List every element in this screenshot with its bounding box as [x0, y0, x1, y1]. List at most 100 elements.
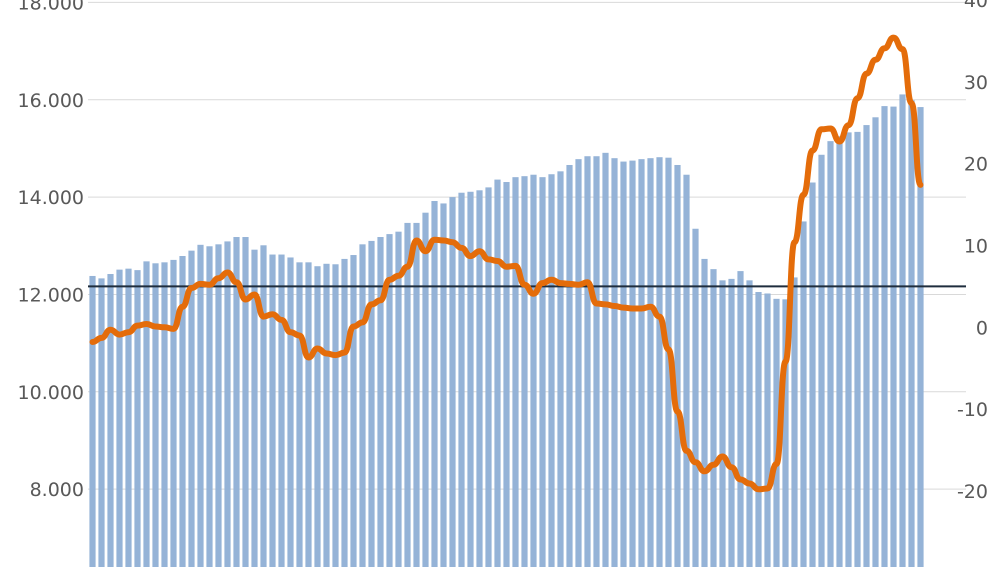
bar	[719, 280, 726, 567]
bar	[467, 191, 474, 567]
right-tick-label: 40	[964, 0, 988, 12]
bar	[269, 254, 276, 568]
bar	[431, 201, 438, 567]
bar	[800, 221, 807, 567]
bar	[278, 254, 285, 568]
bar	[125, 268, 132, 567]
left-tick-label: 14.000	[18, 187, 84, 209]
bar	[341, 258, 348, 567]
bar	[107, 274, 114, 567]
bar	[116, 269, 123, 567]
bar	[359, 244, 366, 567]
line-path	[89, 34, 924, 493]
bar	[809, 182, 816, 567]
bar	[674, 164, 681, 568]
bar-series	[89, 94, 924, 568]
bar	[683, 174, 690, 567]
bar	[836, 136, 843, 567]
bar	[593, 156, 600, 568]
bar	[197, 244, 204, 567]
bar	[764, 293, 771, 567]
right-tick-label: 0	[976, 317, 988, 339]
bar	[908, 100, 915, 567]
bar	[449, 197, 456, 568]
right-tick-label: -10	[957, 399, 988, 421]
right-tick-label: 10	[964, 235, 988, 257]
bar	[458, 192, 465, 568]
bar	[647, 158, 654, 567]
bar	[557, 171, 564, 567]
bar	[899, 94, 906, 568]
bar	[494, 179, 501, 567]
bar	[206, 246, 213, 567]
bar	[890, 106, 897, 567]
bar	[305, 262, 312, 567]
bar	[539, 177, 546, 567]
bar	[629, 160, 636, 568]
bar	[854, 131, 861, 567]
bar	[584, 156, 591, 568]
bar	[143, 261, 150, 567]
bar	[314, 266, 321, 567]
left-tick-label: 10.000	[18, 382, 84, 404]
bar	[485, 187, 492, 567]
bar	[161, 262, 168, 567]
bar	[566, 164, 573, 568]
bar	[395, 231, 402, 568]
bar	[377, 237, 384, 567]
bar	[701, 258, 708, 567]
left-tick-label: 12.000	[18, 284, 84, 306]
bar	[260, 245, 267, 568]
bar	[89, 275, 96, 567]
bar	[737, 271, 744, 567]
bar	[881, 106, 888, 567]
bar	[638, 159, 645, 567]
bar	[242, 237, 249, 567]
bar	[827, 141, 834, 567]
bar	[422, 212, 429, 567]
bar	[575, 159, 582, 567]
line-series	[89, 34, 924, 493]
bar	[620, 161, 627, 567]
bar	[665, 157, 672, 567]
bar	[845, 132, 852, 567]
bar	[872, 117, 879, 567]
bar	[656, 157, 663, 567]
left-axis: 8.000 10.000 12.000 14.000 16.000 18.000	[18, 0, 84, 501]
bar	[602, 152, 609, 567]
bar	[251, 249, 258, 568]
right-axis: -20 -10 0 10 20 30 40	[957, 0, 988, 503]
right-tick-label: 30	[964, 72, 988, 94]
bar	[413, 222, 420, 567]
bar	[782, 299, 789, 567]
bar	[224, 241, 231, 567]
bar	[287, 257, 294, 567]
bar	[710, 269, 717, 567]
bar	[368, 240, 375, 567]
left-tick-label: 16.000	[18, 90, 84, 112]
bar	[746, 280, 753, 567]
bar	[863, 125, 870, 567]
right-tick-label: 20	[964, 154, 988, 176]
bar	[611, 158, 618, 567]
bar	[791, 277, 798, 567]
bar	[170, 259, 177, 567]
bar	[773, 298, 780, 567]
bar	[323, 263, 330, 567]
bar	[404, 222, 411, 567]
bar	[476, 190, 483, 568]
bar	[152, 263, 159, 567]
bar	[188, 250, 195, 567]
bar	[350, 255, 357, 567]
bar	[548, 174, 555, 568]
bar	[134, 270, 141, 567]
bar	[296, 262, 303, 567]
bar	[215, 244, 222, 567]
bar	[386, 234, 393, 567]
bar	[755, 292, 762, 567]
bar	[179, 256, 186, 567]
left-tick-label: 18.000	[18, 0, 84, 14]
bar	[98, 278, 105, 567]
